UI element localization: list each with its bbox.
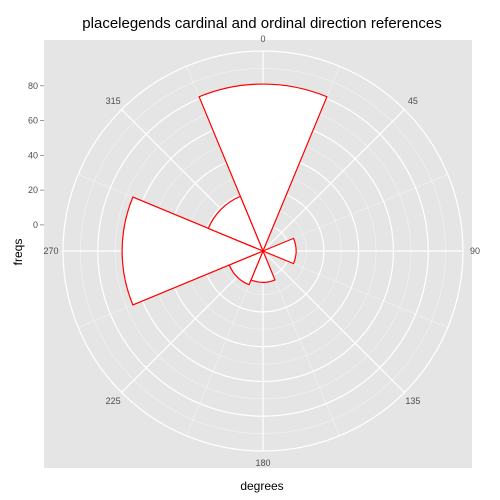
radial-tick-labels: 0 20 40 60 80 xyxy=(28,81,44,230)
x-axis-title: degrees xyxy=(240,479,283,493)
radial-tick-label: 60 xyxy=(28,116,38,126)
angle-tick-label: 45 xyxy=(408,96,418,106)
angle-tick-label: 135 xyxy=(405,396,420,406)
angle-tick-label: 315 xyxy=(106,96,121,106)
radial-tick-label: 0 xyxy=(33,220,38,230)
outer-gridline xyxy=(62,50,464,452)
radial-tick-label: 40 xyxy=(28,150,38,160)
radial-tick-label: 80 xyxy=(28,81,38,91)
minor-radial-gridline xyxy=(80,68,446,434)
chart-title: placelegends cardinal and ordinal direct… xyxy=(82,15,441,32)
bar-270 xyxy=(121,196,265,306)
bar-layer xyxy=(121,83,328,306)
bar-315 xyxy=(207,195,265,253)
angle-tick-label: 180 xyxy=(255,458,270,468)
angle-gridline xyxy=(262,109,405,252)
angle-tick-label: 90 xyxy=(470,246,480,256)
bar-90 xyxy=(261,237,297,265)
y-axis-title: freqs xyxy=(11,239,25,266)
minor-angle-gridline xyxy=(262,250,340,436)
angle-tick-label: 225 xyxy=(106,396,121,406)
angle-tick-label: 0 xyxy=(260,34,265,44)
angle-tick-label: 270 xyxy=(43,246,58,256)
radial-tick-label: 20 xyxy=(28,185,38,195)
angle-tick-labels: 0 45 90 135 180 225 270 315 xyxy=(43,34,480,468)
angle-gridline xyxy=(262,250,405,393)
bar-0 xyxy=(198,83,328,253)
